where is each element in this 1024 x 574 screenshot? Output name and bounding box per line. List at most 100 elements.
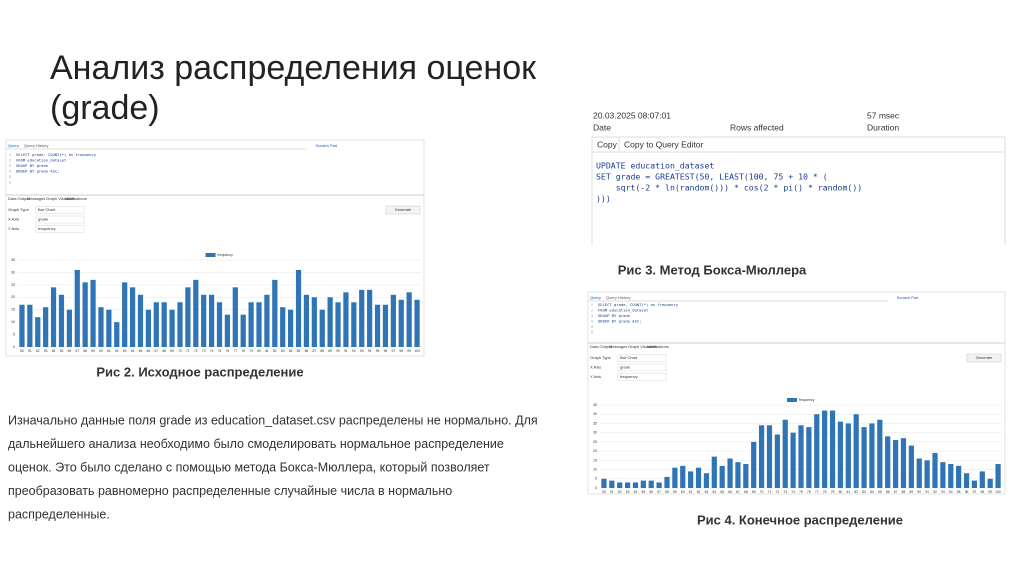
tab[interactable]: Graph Visualiser xyxy=(628,344,658,349)
x-tick-label: 93 xyxy=(360,349,364,353)
tab[interactable]: Query History xyxy=(606,295,630,300)
x-tick-label: 51 xyxy=(610,490,614,494)
x-tick-label: 62 xyxy=(115,349,119,353)
row-label: Graph Type xyxy=(590,355,612,360)
x-tick-label: 96 xyxy=(384,349,388,353)
x-tick-label: 75 xyxy=(799,490,803,494)
bar xyxy=(672,467,678,488)
bar xyxy=(703,473,710,488)
y-tick-label: 30 xyxy=(593,431,597,435)
y-tick-label: 0 xyxy=(595,486,597,490)
y-tick-label: 5 xyxy=(13,333,15,337)
line-number: 3 xyxy=(591,314,593,318)
duration-value: 57 msec xyxy=(867,110,900,120)
tab[interactable]: Query xyxy=(8,143,19,148)
tab[interactable]: Messages xyxy=(609,344,627,349)
row-label: X Axis xyxy=(590,365,601,370)
tab[interactable]: Data Output xyxy=(590,344,612,349)
bar xyxy=(688,471,694,488)
x-tick-label: 86 xyxy=(305,349,309,353)
tab[interactable]: Scratch Pad xyxy=(897,295,919,300)
x-tick-label: 91 xyxy=(344,349,348,353)
bar xyxy=(106,309,112,347)
x-tick-label: 53 xyxy=(44,349,48,353)
tab[interactable]: Scratch Pad xyxy=(315,143,337,148)
bar xyxy=(327,297,333,347)
select[interactable] xyxy=(617,363,667,372)
bar xyxy=(987,478,993,488)
x-tick-label: 81 xyxy=(265,349,269,353)
row-value: frequency xyxy=(620,374,638,379)
bar xyxy=(948,464,954,488)
tab[interactable]: Notifications xyxy=(647,344,669,349)
bar xyxy=(311,297,317,347)
x-tick-label: 73 xyxy=(202,349,206,353)
x-tick-label: 79 xyxy=(249,349,253,353)
x-tick-label: 95 xyxy=(957,490,961,494)
select[interactable] xyxy=(617,354,667,362)
generate-button[interactable] xyxy=(966,353,1002,363)
x-tick-label: 57 xyxy=(657,490,661,494)
generate-button[interactable] xyxy=(385,205,421,215)
bar xyxy=(900,438,907,488)
code-line: UPDATE education_dataset xyxy=(596,161,714,171)
x-tick-label: 73 xyxy=(783,490,787,494)
legend-swatch xyxy=(205,253,216,257)
select[interactable] xyxy=(35,225,85,233)
button[interactable]: Copy to Query Editor xyxy=(624,139,704,149)
code-line: SET grade = GREATEST(50, LEAST(100, 75 +… xyxy=(596,172,828,182)
bar xyxy=(390,294,396,347)
paragraph-line: преобразовать равномерно распределенные … xyxy=(8,484,452,498)
button[interactable]: Copy xyxy=(597,139,618,149)
bar xyxy=(656,482,662,488)
x-tick-label: 64 xyxy=(712,490,716,494)
bar xyxy=(153,302,159,347)
select[interactable] xyxy=(35,215,85,224)
bar xyxy=(374,304,381,347)
bar xyxy=(877,419,883,488)
y-tick-label: 0 xyxy=(13,345,15,349)
bar xyxy=(145,309,151,347)
y-tick-label: 10 xyxy=(593,468,597,472)
tab[interactable]: Data Output xyxy=(8,196,30,201)
y-tick-label: 35 xyxy=(593,421,597,425)
bar xyxy=(806,427,812,488)
bar xyxy=(66,309,72,347)
x-tick-label: 55 xyxy=(60,349,64,353)
x-tick-label: 90 xyxy=(917,490,921,494)
tab[interactable]: Messages xyxy=(27,196,45,201)
line-number: 5 xyxy=(591,325,593,329)
tab[interactable]: Query xyxy=(590,295,601,300)
bar xyxy=(382,304,389,347)
bar xyxy=(640,480,646,488)
bar xyxy=(680,465,686,488)
tab[interactable]: Graph Visualiser xyxy=(46,196,76,201)
select[interactable] xyxy=(617,373,667,381)
select[interactable] xyxy=(35,206,85,214)
x-tick-label: 63 xyxy=(705,490,709,494)
x-tick-label: 75 xyxy=(218,349,222,353)
paragraph-line: распределенные. xyxy=(8,507,110,521)
x-tick-label: 71 xyxy=(768,490,772,494)
bar xyxy=(782,419,788,488)
x-tick-label: 99 xyxy=(407,349,411,353)
tab[interactable]: Query History xyxy=(24,143,48,148)
bar xyxy=(58,294,65,347)
bar xyxy=(335,302,341,347)
bar xyxy=(50,287,57,347)
tab[interactable]: Notifications xyxy=(65,196,87,201)
bar xyxy=(617,482,623,488)
bar xyxy=(161,302,167,347)
sql-line: GROUP BY grade xyxy=(16,163,49,168)
bar xyxy=(303,294,310,347)
bar xyxy=(916,458,922,488)
bar xyxy=(137,294,144,347)
x-tick-label: 70 xyxy=(760,490,764,494)
sql-line: FROM education_dataset xyxy=(598,308,648,313)
x-tick-label: 72 xyxy=(194,349,198,353)
x-tick-label: 58 xyxy=(665,490,669,494)
result-panel xyxy=(592,110,1005,245)
bar xyxy=(766,425,773,488)
row-value: grade xyxy=(38,217,49,222)
x-tick-label: 94 xyxy=(949,490,953,494)
